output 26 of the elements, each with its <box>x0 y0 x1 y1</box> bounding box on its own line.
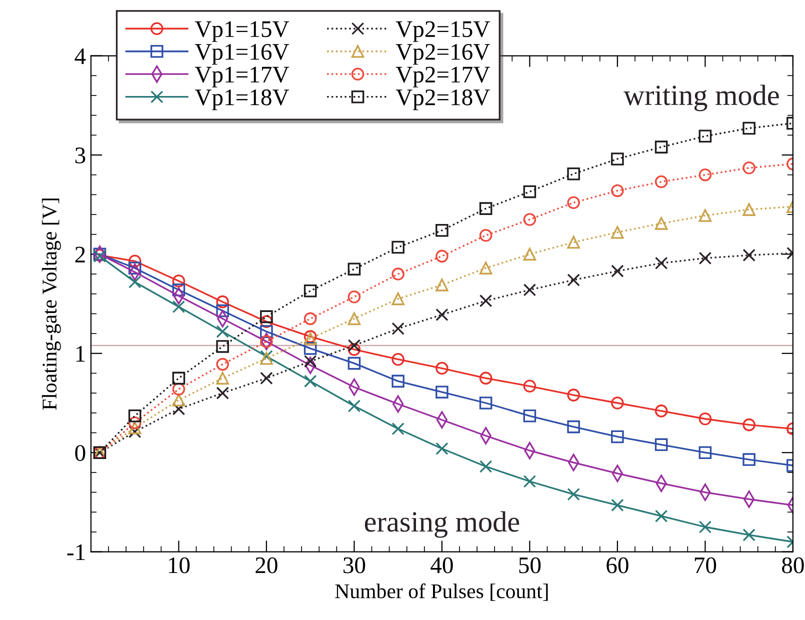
y-tick-label: 2 <box>75 246 85 262</box>
legend-label: Vp2=18V <box>396 89 490 110</box>
x-tick-label: 20 <box>256 557 278 574</box>
x-tick-label: 50 <box>519 557 541 574</box>
x-tick-label: 70 <box>694 557 716 574</box>
legend-label: Vp1=18V <box>194 89 290 110</box>
y-tick-label: 1 <box>76 346 85 362</box>
y-tick-label: 0 <box>75 445 86 462</box>
y-tick-label: -1 <box>67 544 85 560</box>
x-tick-label: 80 <box>782 557 804 574</box>
x-tick-label: 30 <box>344 557 366 574</box>
x-tick-label: 10 <box>168 557 190 574</box>
legend-label: Vp2=17V <box>396 66 490 88</box>
x-tick-label: 40 <box>430 557 453 574</box>
y-axis-title: Floating-gate Voltage [V] <box>42 198 61 410</box>
x-axis-title: Number of Pulses [count] <box>335 583 548 601</box>
legend-label: Vp2=15V <box>396 21 490 42</box>
legend-label: Vp2=16V <box>396 44 490 65</box>
annotation: writing mode <box>624 84 779 112</box>
legend-label: Vp1=15V <box>194 21 290 42</box>
legend-label: Vp1=17V <box>194 66 290 88</box>
legend-label: Vp1=16V <box>194 44 290 65</box>
annotation: erasing mode <box>364 511 520 538</box>
x-tick-label: 60 <box>606 557 628 574</box>
y-tick-label: 3 <box>75 148 86 164</box>
y-tick-label: 4 <box>74 48 86 64</box>
